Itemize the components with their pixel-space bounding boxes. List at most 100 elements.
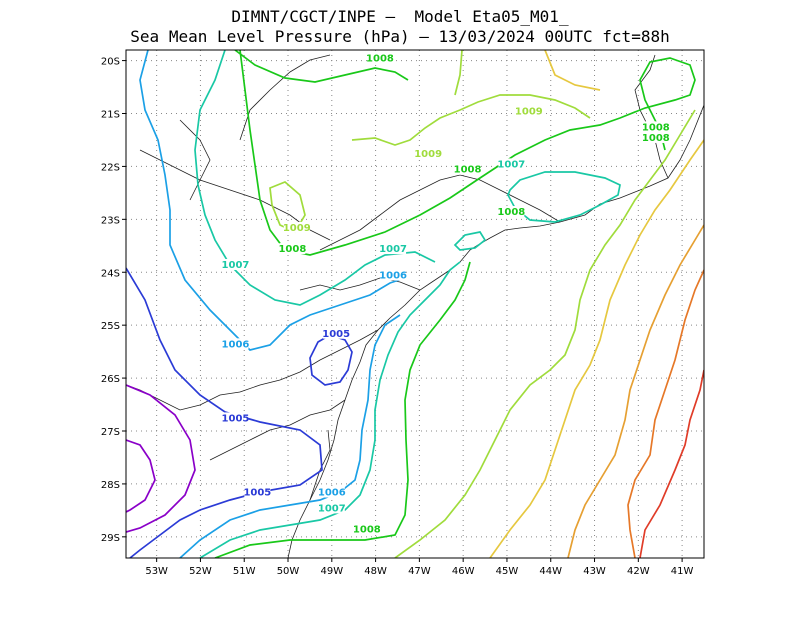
contour-label-bg [642, 121, 669, 133]
contour-label-1007: 1007 [379, 244, 407, 255]
chart-title-line-1: DIMNT/CGCT/INPE – Model Eta05_M01_ [231, 7, 569, 26]
contour-label-1009: 1009 [414, 149, 442, 160]
contour-label-1005: 1005 [222, 413, 250, 424]
contour-label-1009: 1009 [283, 223, 311, 234]
contour-label-1008: 1008 [642, 133, 670, 144]
contour-label-1008: 1008 [642, 122, 670, 133]
contour-label-bg [222, 412, 249, 424]
axis-ticks [122, 60, 683, 562]
state-border-pr-sc [239, 329, 379, 393]
contour-1010 [489, 139, 704, 558]
lat-tick-label: 29S [101, 533, 120, 544]
lon-tick-label: 47W [408, 566, 431, 577]
lon-tick-label: 50W [277, 566, 300, 577]
contour-label-bg [642, 131, 669, 143]
contour-1007-b [199, 261, 461, 558]
contour-1013 [639, 369, 704, 558]
contour-label-1007: 1007 [318, 503, 346, 514]
contour-label-1009: 1009 [515, 107, 543, 118]
contour-1004-b [126, 439, 156, 513]
contour-1006 [139, 50, 406, 351]
contour-label-bg [283, 221, 310, 233]
contour-label-bg [380, 243, 407, 255]
border-argentina [126, 384, 241, 411]
contour-label-bg [318, 486, 345, 498]
contour-1008-b [239, 50, 696, 256]
state-border-mg-es [634, 54, 669, 179]
contour-label-1005: 1005 [322, 329, 350, 340]
lat-tick-label: 26S [101, 374, 120, 385]
coastline [287, 104, 704, 558]
contour-label-bg [353, 523, 380, 535]
lon-tick-label: 46W [452, 566, 475, 577]
lon-tick-label: 49W [320, 566, 343, 577]
latitude-labels: 20S 21S 22S 23S 24S 25S 26S 27S 28S 29S [101, 57, 120, 544]
lat-tick-label: 23S [101, 215, 120, 226]
contour-1006-b [179, 314, 401, 558]
contour-1009-b [351, 94, 591, 146]
contour-label-1007: 1007 [222, 260, 250, 271]
contour-1005 [126, 267, 323, 558]
contour-1009-c [454, 50, 463, 96]
contour-1011 [567, 224, 704, 558]
lon-tick-label: 41W [671, 566, 694, 577]
contour-1007 [194, 50, 436, 306]
lat-tick-label: 28S [101, 480, 120, 491]
lat-tick-label: 25S [101, 321, 120, 332]
lon-tick-label: 52W [189, 566, 212, 577]
state-border-sc-rs [209, 399, 346, 461]
contour-label-bg [380, 269, 407, 281]
contour-label-bg [498, 158, 525, 170]
contour-label-1006: 1006 [379, 271, 407, 282]
contour-label-1006: 1006 [222, 339, 250, 350]
contour-1010-b [544, 50, 601, 91]
contour-label-bg [222, 338, 249, 350]
coastline-and-borders [126, 54, 704, 558]
map-frame [125, 49, 705, 559]
contour-label-bg [323, 327, 350, 339]
lake-lagoa-dos-patos [309, 429, 331, 501]
lon-tick-label: 42W [627, 566, 650, 577]
lon-tick-label: 45W [496, 566, 519, 577]
contour-1008 [234, 50, 409, 83]
lon-tick-label: 44W [539, 566, 562, 577]
contour-label-bg [498, 206, 525, 218]
contour-label-bg [366, 52, 393, 64]
contour-1004 [126, 384, 196, 533]
lat-tick-label: 24S [101, 268, 120, 279]
lon-tick-label: 53W [145, 566, 168, 577]
lon-tick-label: 48W [364, 566, 387, 577]
pressure-contours [126, 50, 704, 558]
lat-tick-label: 27S [101, 427, 120, 438]
state-border-sp-mg [319, 174, 561, 251]
contour-label-1005: 1005 [243, 488, 271, 499]
contour-label-bg [454, 163, 481, 175]
contour-label-1008: 1008 [497, 207, 525, 218]
contour-label-1006: 1006 [318, 488, 346, 499]
contour-label-1008: 1008 [353, 525, 381, 536]
lon-tick-label: 51W [233, 566, 256, 577]
contour-1005-closed [309, 334, 353, 386]
contour-label-bg [244, 486, 271, 498]
contour-1008-c [214, 261, 471, 558]
contour-label-bg [415, 147, 442, 159]
map-gridlines [126, 50, 704, 558]
lat-tick-label: 21S [101, 110, 120, 121]
longitude-labels: 53W 52W 51W 50W 49W 48W 47W 46W 45W 44W 43W 42W 41W [145, 566, 693, 577]
contour-label-1008: 1008 [454, 165, 482, 176]
contour-label-bg [222, 258, 249, 270]
lat-tick-label: 20S [101, 57, 120, 68]
contour-label-bg [318, 502, 345, 514]
chart-title-line-2: Sea Mean Level Pressure (hPa) – 13/03/20… [130, 27, 670, 46]
contour-1007-island [453, 231, 487, 251]
contour-label-bg [279, 243, 306, 255]
contour-label-bg [515, 105, 542, 117]
contour-1009-d [394, 109, 696, 558]
state-border-sp-pr [299, 277, 421, 291]
contour-label-1008: 1008 [366, 54, 394, 65]
contour-label-1008: 1008 [278, 244, 306, 255]
contour-1012 [627, 269, 704, 558]
contour-label-1007: 1007 [497, 159, 525, 170]
river-tiete [179, 119, 211, 201]
